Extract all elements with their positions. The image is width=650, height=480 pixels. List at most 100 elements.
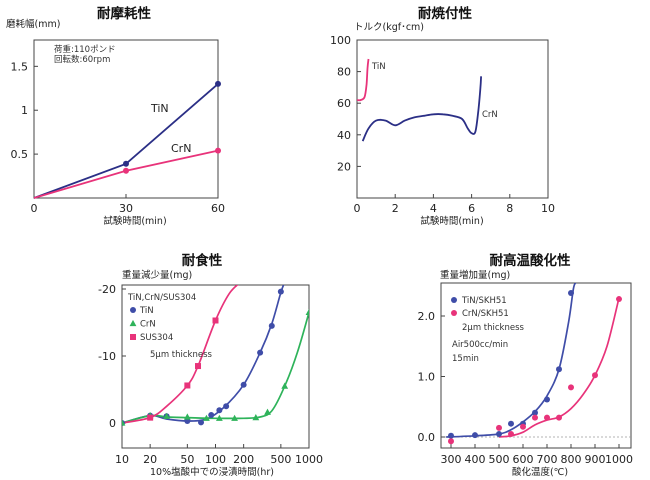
data-point-crn [215, 147, 221, 154]
x-tick-label: 4 [430, 202, 437, 215]
legend-label-sus304: SUS304 [140, 333, 173, 343]
legend-marker-tin [130, 307, 136, 313]
plot-frame [356, 39, 549, 199]
x-tick-label: 600 [513, 453, 534, 466]
x-tick-label: 50 [180, 453, 194, 466]
data-point-crn [305, 308, 309, 316]
speed-annotation: 回転数:60rpm [54, 54, 110, 65]
data-point-crn [203, 414, 210, 421]
data-point-tin [268, 322, 275, 329]
y-tick-label: 1.5 [11, 60, 29, 73]
y-tick-label: -10 [98, 350, 116, 363]
data-point-crn-skh51 [592, 372, 598, 379]
series-line-crn [361, 76, 482, 142]
y-tick-label: 60 [337, 97, 351, 110]
x-tick-label: 1000 [605, 453, 633, 466]
x-tick-label: 60 [211, 202, 225, 215]
series-label-tin: TiN [371, 62, 386, 72]
y-tick-label: 2.0 [418, 310, 436, 323]
x-tick-label: 300 [441, 453, 462, 466]
series-line-tin [122, 285, 285, 424]
data-point-sus304 [212, 317, 219, 324]
data-point-sus304 [195, 363, 202, 370]
data-point-crn [122, 419, 126, 426]
x-tick-label: 8 [506, 202, 513, 215]
legend-marker-tin-skh51 [451, 297, 457, 303]
y-tick-label: 20 [337, 160, 351, 173]
series-label-crn: CrN [171, 142, 191, 155]
y-tick-label: 0.5 [11, 148, 29, 161]
x-tick-label: 900 [585, 453, 606, 466]
x-axis-label: 試験時間(min) [420, 215, 483, 227]
x-tick-label: 400 [465, 453, 486, 466]
data-point-crn [252, 414, 260, 421]
legend-label-tin: TiN [139, 306, 154, 316]
legend-label-tin-skh51: TiN/SKH51 [461, 296, 507, 306]
y-tick-label: -20 [98, 283, 116, 296]
data-point-crn [163, 412, 171, 419]
y-tick-label: 0.0 [418, 431, 436, 444]
data-point-crn [231, 414, 238, 421]
data-point-tin [257, 349, 264, 356]
data-point-crn-skh51 [532, 414, 538, 421]
load-annotation: 荷重:110ポンド [54, 44, 116, 55]
series-line-tin [356, 58, 370, 102]
x-tick-label: 6 [468, 202, 475, 215]
data-point-crn-skh51 [616, 296, 622, 303]
plot-frame [33, 39, 219, 199]
data-point-crn-skh51 [508, 430, 514, 437]
y-axis-label: 磨耗幅(mm) [6, 18, 60, 30]
data-point-tin-skh51 [472, 432, 478, 439]
series-label-crn: CrN [482, 110, 498, 120]
data-point-crn [281, 382, 289, 389]
data-point-tin-skh51 [448, 432, 454, 439]
y-tick-label: 40 [337, 129, 351, 142]
x-tick-label: 100 [205, 453, 226, 466]
data-point-tin [198, 419, 205, 426]
data-point-crn-skh51 [568, 384, 574, 391]
data-point-tin [277, 288, 284, 295]
x-tick-label: 200 [233, 453, 254, 466]
x-tick-label: 0 [31, 202, 38, 215]
legend-label-crn-skh51: CrN/SKH51 [462, 309, 509, 319]
data-point-tin [215, 80, 221, 87]
x-tick-label: 20 [143, 453, 157, 466]
data-point-crn-skh51 [544, 414, 550, 421]
legend-marker-crn-skh51 [451, 310, 457, 316]
legend-marker-sus304 [130, 334, 136, 340]
legend-thickness: 2μm thickness [462, 323, 525, 333]
chart-title: 耐食性 [182, 252, 223, 269]
data-point-tin [223, 403, 230, 410]
series-label-tin: TiN [150, 102, 169, 115]
data-point-tin-skh51 [544, 396, 550, 403]
legend-title: TiN,CrN/SUS304 [127, 293, 196, 303]
x-tick-label: 500 [489, 453, 510, 466]
data-point-crn [215, 414, 223, 421]
data-point-tin-skh51 [496, 430, 502, 437]
data-point-tin-skh51 [568, 290, 574, 297]
y-tick-label: 80 [337, 66, 351, 79]
x-tick-label: 500 [270, 453, 291, 466]
data-point-crn-skh51 [520, 423, 526, 430]
y-tick-label: 100 [330, 34, 351, 47]
y-axis-label: 重量増加量(mg) [440, 269, 510, 281]
series-line-crn [122, 312, 309, 424]
data-point-tin-skh51 [508, 420, 514, 427]
legend-duration: 15min [452, 354, 479, 364]
legend-marker-crn [129, 319, 137, 327]
y-axis-label: トルク(kgf･cm) [354, 22, 424, 33]
plot-area [446, 283, 622, 445]
series-line-crn [33, 149, 219, 199]
data-point-crn-skh51 [556, 414, 562, 421]
data-point-sus304 [184, 382, 191, 389]
data-point-tin [240, 381, 247, 388]
y-axis-label: 重量減少量(mg) [122, 269, 192, 281]
data-point-crn-skh51 [448, 438, 454, 445]
x-tick-label: 30 [119, 202, 133, 215]
chart-title: 耐高温酸化性 [490, 252, 571, 269]
y-tick-label: 0 [109, 417, 116, 430]
chart-title: 耐摩耗性 [97, 5, 151, 22]
